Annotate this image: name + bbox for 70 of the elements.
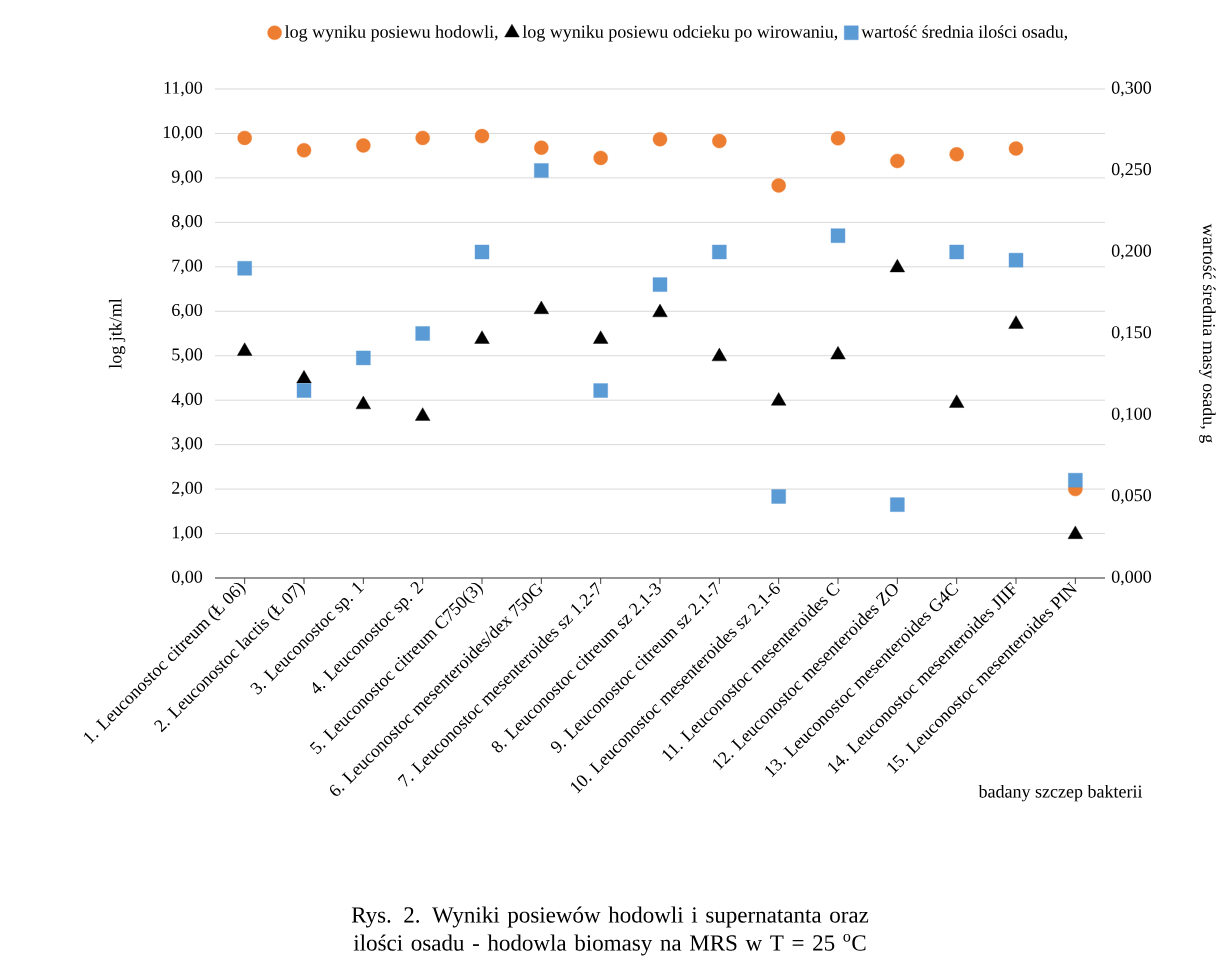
y-tick-label: 8,00 (171, 214, 203, 230)
y2-tick-label: 0,150 (1111, 326, 1152, 341)
point (593, 330, 609, 344)
point (237, 261, 252, 276)
point (889, 259, 905, 273)
point (712, 244, 727, 260)
point (356, 138, 371, 153)
point (949, 147, 964, 162)
legend-label: log wyniku posiewu hodowli, (284, 25, 498, 42)
y-tick-label: 1,00 (172, 526, 203, 541)
point (474, 128, 490, 144)
y-tick-label: 0,00 (171, 570, 203, 586)
point (593, 150, 608, 166)
point (237, 130, 252, 146)
y2-tick-label: 0,200 (1111, 244, 1152, 260)
point (415, 407, 431, 421)
text: Rys. 2. Wyniki posiewów hodowli i supernatanta oraz ilości osadu - hodowla biomasy na MRS w T = 25 $^{o}$C (351, 906, 869, 956)
y2-tick-label: 0,250 (1111, 163, 1152, 178)
y2-tick-label: 0,050 (1111, 489, 1152, 504)
point (237, 342, 253, 356)
y-axis-title: log jtk/ml (108, 298, 126, 369)
point (534, 140, 549, 155)
point (533, 300, 549, 314)
point (1008, 315, 1024, 329)
point (593, 383, 608, 398)
point (355, 395, 371, 410)
point (949, 394, 965, 408)
point (534, 163, 549, 178)
point (474, 330, 490, 344)
point (949, 244, 964, 260)
point (356, 350, 371, 366)
point (830, 131, 846, 146)
point (712, 133, 727, 149)
y2-axis-title: wartość średnia masy osadu, g (1199, 223, 1216, 443)
point (1008, 141, 1024, 156)
point (771, 489, 786, 504)
point (890, 497, 905, 512)
point (296, 383, 312, 398)
point (771, 392, 787, 406)
y-tick-label: 9,00 (171, 170, 203, 186)
point (296, 143, 312, 158)
point (296, 370, 312, 384)
point (415, 326, 430, 341)
y-tick-label: 3,00 (172, 437, 203, 452)
y2-tick-label: 0,300 (1111, 81, 1152, 97)
point (890, 153, 905, 169)
y-tick-label: 5,00 (172, 348, 203, 364)
point (474, 244, 490, 260)
x-axis-title: badany szczep bakterii (978, 784, 1143, 802)
legend-label: log wyniku posiewu odcieku po wirowaniu, (522, 25, 838, 42)
point (711, 347, 727, 362)
point (652, 132, 668, 147)
point (771, 178, 786, 193)
y-tick-label: 4,00 (171, 392, 203, 408)
point (652, 303, 668, 318)
point (1008, 252, 1024, 268)
point (415, 130, 430, 146)
point (830, 228, 846, 243)
legend-label: wartość średnia ilości osadu, (861, 25, 1068, 41)
y-tick-label: 7,00 (172, 259, 203, 275)
y2-tick-label: 0,000 (1111, 570, 1152, 586)
y2-tick-label: 0,100 (1111, 407, 1152, 423)
y-tick-label: 10,00 (163, 126, 203, 141)
point (1068, 473, 1083, 488)
point (1067, 525, 1083, 539)
point (652, 277, 668, 292)
y-tick-label: 11,00 (164, 81, 203, 97)
y-tick-label: 2,00 (172, 481, 203, 497)
point (830, 346, 846, 360)
y-tick-label: 6,00 (172, 303, 203, 319)
